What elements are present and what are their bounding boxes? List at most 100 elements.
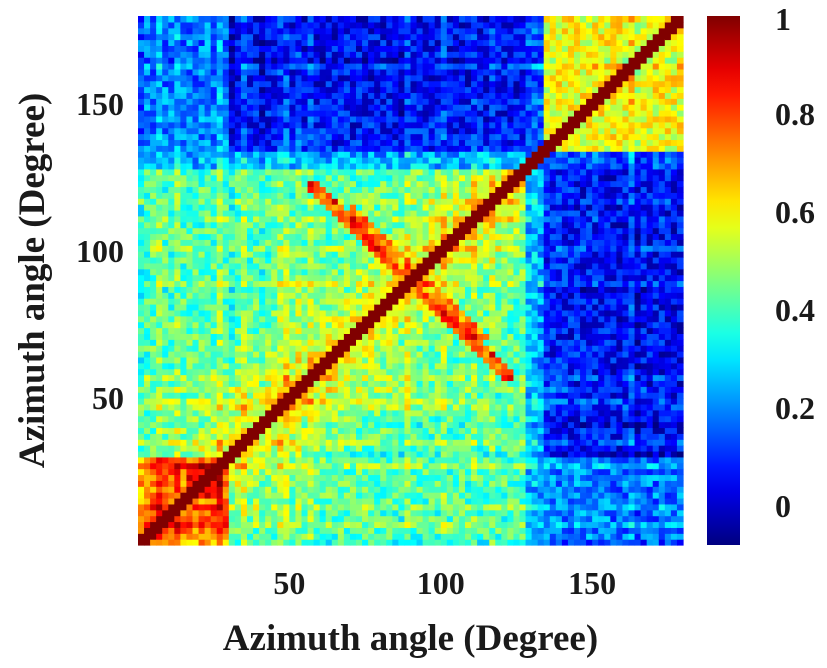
heatmap-cell [162,439,169,446]
heatmap-cell [343,474,351,481]
heatmap-cell [138,139,145,146]
heatmap-cell [374,180,381,188]
heatmap-cell [174,92,181,99]
heatmap-cell [368,421,375,429]
heatmap-cell [271,450,278,458]
heatmap-cell [265,421,272,429]
heatmap-cell [368,157,375,164]
heatmap-cell [349,180,357,188]
heatmap-cell [192,298,200,305]
heatmap-cell [452,339,460,346]
heatmap-cell [247,445,254,452]
heatmap-cell [380,427,387,434]
heatmap-cell [198,256,206,264]
heatmap-cell [162,63,169,70]
heatmap-cell [234,262,242,270]
heatmap-cell [434,433,442,440]
heatmap-cell [228,256,236,264]
heatmap-cell [446,180,454,188]
heatmap-cell [398,497,406,505]
heatmap-cell [398,139,406,146]
heatmap-cell [162,262,169,270]
heatmap-cell [156,239,163,246]
heatmap-cell [253,133,260,141]
heatmap-cell [204,21,212,29]
heatmap-cell [307,398,315,405]
heatmap-cell [446,127,454,135]
heatmap-cell [259,292,266,299]
heatmap-cell [210,215,218,223]
heatmap-cell [295,480,303,487]
heatmap-cell [259,57,266,64]
heatmap-cell [422,456,430,464]
heatmap-cell [452,80,460,88]
heatmap-cell [162,403,169,411]
heatmap-cell [465,215,472,223]
heatmap-cell [307,27,315,35]
heatmap-cell [416,21,424,29]
heatmap-cell [404,251,412,258]
heatmap-cell [228,63,236,70]
heatmap-cell [234,92,242,99]
heatmap-cell [446,368,454,376]
heatmap-cell [234,86,242,94]
heatmap-cell [343,80,351,88]
heatmap-cell [186,321,194,329]
heatmap-cell [228,251,236,258]
heatmap-cell [234,104,242,111]
heatmap-cell [465,398,472,405]
heatmap-cell [277,462,284,470]
heatmap-cell [313,468,321,476]
heatmap-cell [410,63,418,70]
heatmap-cell [325,392,333,399]
heatmap-cell [465,421,472,429]
heatmap-cell [174,63,181,70]
heatmap-cell [452,427,460,434]
heatmap-cell [452,151,460,158]
heatmap-cell [337,492,345,499]
heatmap-cell [458,315,466,323]
heatmap-cell [265,45,272,52]
heatmap-cell [349,51,357,58]
heatmap-cell [253,515,260,523]
heatmap-cell [446,104,454,111]
heatmap-cell [138,433,145,440]
heatmap-cell [186,362,194,370]
heatmap-cell [410,298,418,305]
heatmap-cell [174,497,181,505]
heatmap-cell [198,157,206,164]
heatmap-cell [392,386,399,393]
heatmap-cell [174,315,181,323]
heatmap-cell [240,180,248,188]
heatmap-cell [446,392,454,399]
heatmap-cell [428,227,436,235]
heatmap-cell [301,209,309,217]
heatmap-cell [428,239,436,246]
heatmap-cell [222,386,230,393]
heatmap-cell [253,192,260,199]
heatmap-cell [410,374,418,382]
heatmap-cell [410,492,418,499]
heatmap-cell [192,509,200,517]
heatmap-cell [283,468,290,476]
heatmap-cell [416,374,424,382]
heatmap-cell [446,74,454,82]
heatmap-cell [319,21,327,29]
heatmap-cell [216,215,224,223]
heatmap-cell [471,268,478,276]
heatmap-cell [362,468,369,476]
heatmap-cell [307,497,315,505]
heatmap-cell [138,386,145,393]
heatmap-cell [186,533,194,540]
heatmap-cell [349,104,357,111]
heatmap-cell [440,445,448,452]
heatmap-cell [210,468,218,476]
heatmap-cell [216,74,224,82]
heatmap-cell [325,209,333,217]
heatmap-cell [138,421,145,429]
heatmap-cell [301,215,309,223]
heatmap-cell [265,68,272,76]
heatmap-cell [253,151,260,158]
heatmap-cell [277,168,284,176]
heatmap-cell [465,368,472,376]
